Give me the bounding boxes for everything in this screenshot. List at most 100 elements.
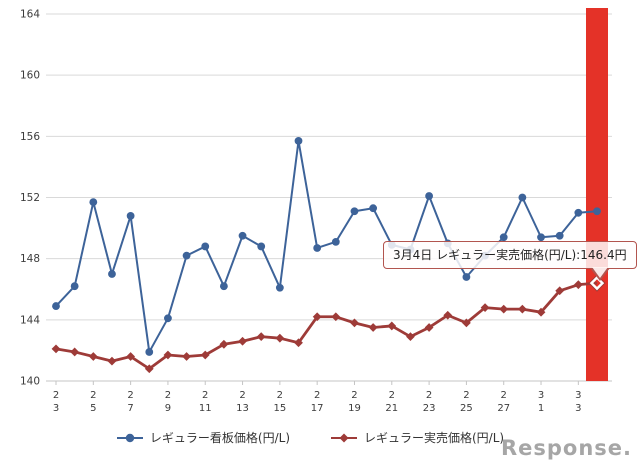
watermark-logo: Response. [500,436,632,460]
svg-text:2: 2 [351,390,357,401]
data-point-signboard[interactable] [331,237,340,246]
svg-text:5: 5 [90,403,96,414]
data-point-actual[interactable] [51,344,61,354]
svg-text:13: 13 [236,403,249,414]
data-point-signboard[interactable] [201,242,210,251]
data-point-actual[interactable] [294,338,303,348]
svg-text:2: 2 [277,390,283,401]
data-point-signboard[interactable] [499,233,508,242]
data-point-actual[interactable] [536,307,546,317]
svg-text:1: 1 [538,403,544,414]
data-point-signboard[interactable] [425,192,433,200]
legend-label: レギュラー看板価格(円/L) [149,431,290,445]
svg-text:9: 9 [165,403,171,414]
data-point-actual[interactable] [275,333,285,343]
data-point-actual[interactable] [424,323,434,332]
svg-text:7: 7 [127,403,133,414]
data-point-signboard[interactable] [126,211,135,220]
data-point-signboard[interactable] [574,208,583,217]
data-point-signboard[interactable] [369,204,378,213]
data-point-actual[interactable] [107,356,117,366]
svg-text:3: 3 [53,403,59,414]
data-point-signboard[interactable] [350,207,359,216]
svg-text:164: 164 [20,9,40,21]
data-point-actual[interactable] [406,332,415,342]
data-point-actual[interactable] [368,323,378,332]
data-point-actual[interactable] [387,321,397,331]
svg-text:2: 2 [239,390,245,401]
svg-text:2: 2 [314,390,320,401]
svg-text:140: 140 [20,376,40,388]
legend-marker-diamond-icon [331,433,357,442]
data-point-actual[interactable] [517,304,527,314]
svg-text:19: 19 [348,403,361,414]
data-point-actual[interactable] [480,303,490,312]
data-point-actual[interactable] [555,286,565,296]
data-point-signboard[interactable] [238,231,247,240]
legend-item-signboard-price[interactable]: レギュラー看板価格(円/L) [116,429,290,446]
data-point-signboard[interactable] [108,270,116,278]
data-point-actual[interactable] [200,350,210,360]
svg-text:2: 2 [127,390,133,401]
data-point-signboard[interactable] [89,198,98,206]
data-point-signboard[interactable] [294,137,303,145]
svg-text:148: 148 [20,253,40,265]
svg-text:25: 25 [460,403,473,414]
svg-text:2: 2 [165,390,171,401]
svg-text:3: 3 [575,390,581,401]
data-point-actual[interactable] [350,318,359,328]
chart-legend: レギュラー看板価格(円/L) レギュラー実売価格(円/L) [0,429,620,446]
svg-text:2: 2 [90,390,96,401]
data-point-signboard[interactable] [313,244,322,252]
data-point-actual[interactable] [312,312,322,322]
data-point-actual[interactable] [443,310,453,320]
series-line-actual [55,281,598,371]
svg-text:3: 3 [538,390,544,401]
svg-text:15: 15 [273,403,286,414]
y-axis-labels: 140 144 148 152 156 160 164 [20,9,40,388]
data-point-actual[interactable] [499,304,509,314]
selected-data-point[interactable] [589,275,605,291]
data-point-signboard[interactable] [537,233,545,242]
data-point-actual[interactable] [331,312,341,322]
data-point-signboard[interactable] [52,302,60,310]
legend-item-actual-price[interactable]: レギュラー実売価格(円/L) [330,429,504,446]
svg-text:144: 144 [20,314,40,326]
tooltip-text: 3月4日 レギュラー実売価格(円/L):146.4円 [393,248,627,262]
svg-text:3: 3 [575,403,581,414]
svg-text:17: 17 [311,403,324,414]
svg-text:2: 2 [501,390,507,401]
svg-text:27: 27 [497,403,510,414]
data-point-actual[interactable] [182,352,191,361]
svg-text:11: 11 [199,403,212,414]
svg-text:23: 23 [423,403,436,414]
data-point-actual[interactable] [219,339,229,349]
svg-text:2: 2 [53,390,59,401]
data-point-signboard[interactable] [593,207,601,216]
data-point-actual[interactable] [70,347,80,357]
data-point-actual[interactable] [126,352,136,361]
data-point-signboard[interactable] [257,242,266,251]
data-point-signboard[interactable] [555,231,564,240]
data-point-actual[interactable] [256,332,266,342]
data-point-actual[interactable] [462,318,471,328]
tooltip: 3月4日 レギュラー実売価格(円/L):146.4円 [383,241,637,281]
data-point-signboard[interactable] [70,282,79,291]
data-point-signboard[interactable] [145,348,154,356]
data-point-signboard[interactable] [164,314,172,323]
data-point-actual[interactable] [144,364,154,374]
data-point-signboard[interactable] [182,251,191,260]
data-point-signboard[interactable] [275,283,284,292]
data-point-actual[interactable] [573,280,583,290]
svg-text:152: 152 [20,192,40,204]
data-point-signboard[interactable] [219,282,228,291]
svg-text:2: 2 [202,390,208,401]
data-point-signboard[interactable] [518,193,527,202]
data-point-signboard[interactable] [462,273,471,281]
data-point-actual[interactable] [163,350,173,360]
data-point-actual[interactable] [238,336,247,346]
data-point-actual[interactable] [88,352,98,361]
